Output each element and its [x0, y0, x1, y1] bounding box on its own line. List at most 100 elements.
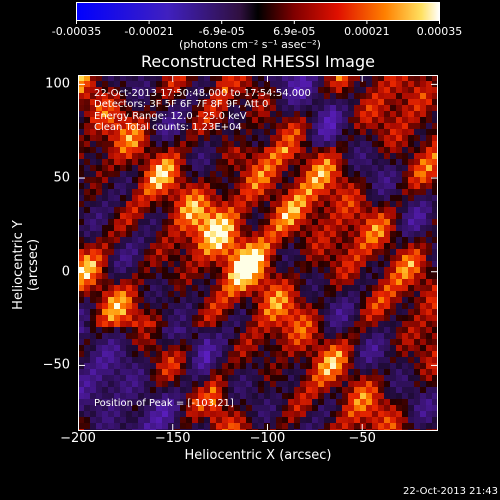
- heatmap-cell: [432, 111, 438, 117]
- heatmap-cell: [210, 381, 216, 387]
- heatmap-cell: [228, 363, 234, 369]
- heatmap-cell: [90, 165, 96, 171]
- heatmap-cell: [222, 183, 228, 189]
- heatmap-cell: [378, 81, 384, 87]
- heatmap-cell: [366, 309, 372, 315]
- heatmap-cell: [288, 225, 294, 231]
- heatmap-cell: [300, 387, 306, 393]
- heatmap-cell: [174, 297, 180, 303]
- heatmap-cell: [192, 171, 198, 177]
- heatmap-cell: [102, 375, 108, 381]
- heatmap-cell: [288, 381, 294, 387]
- heatmap-cell: [414, 81, 420, 87]
- heatmap-cell: [366, 219, 372, 225]
- heatmap-cell: [138, 231, 144, 237]
- heatmap-cell: [270, 411, 276, 417]
- heatmap-cell: [354, 291, 360, 297]
- heatmap-cell: [198, 381, 204, 387]
- heatmap-cell: [252, 291, 258, 297]
- heatmap-cell: [414, 381, 420, 387]
- heatmap-cell: [204, 201, 210, 207]
- heatmap-cell: [156, 201, 162, 207]
- heatmap-cell: [378, 123, 384, 129]
- heatmap-cell: [420, 279, 426, 285]
- heatmap-cell: [414, 261, 420, 267]
- heatmap-cell: [204, 255, 210, 261]
- heatmap-cell: [336, 201, 342, 207]
- heatmap-cell: [174, 99, 180, 105]
- heatmap-cell: [84, 321, 90, 327]
- heatmap-cell: [132, 159, 138, 165]
- heatmap-cell: [432, 345, 438, 351]
- heatmap-cell: [354, 153, 360, 159]
- heatmap-cell: [108, 315, 114, 321]
- heatmap-cell: [348, 351, 354, 357]
- heatmap-cell: [204, 117, 210, 123]
- heatmap-cell: [198, 129, 204, 135]
- heatmap-cell: [366, 243, 372, 249]
- heatmap-cell: [138, 117, 144, 123]
- heatmap-cell: [102, 315, 108, 321]
- heatmap-cell: [384, 165, 390, 171]
- heatmap-cell: [108, 399, 114, 405]
- heatmap-cell: [264, 393, 270, 399]
- heatmap-cell: [186, 183, 192, 189]
- heatmap-cell: [216, 321, 222, 327]
- heatmap-cell: [204, 99, 210, 105]
- heatmap-cell: [264, 303, 270, 309]
- heatmap-cell: [126, 255, 132, 261]
- heatmap-cell: [360, 321, 366, 327]
- heatmap-cell: [378, 315, 384, 321]
- heatmap-cell: [360, 141, 366, 147]
- heatmap-cell: [324, 183, 330, 189]
- heatmap-cell: [156, 267, 162, 273]
- heatmap-cell: [354, 381, 360, 387]
- colorbar-tick-label: 0.00035: [416, 25, 463, 38]
- heatmap-cell: [198, 417, 204, 423]
- heatmap-cell: [396, 219, 402, 225]
- heatmap-cell: [312, 135, 318, 141]
- heatmap-cell: [312, 345, 318, 351]
- heatmap-cell: [96, 351, 102, 357]
- heatmap-cell: [384, 177, 390, 183]
- heatmap-cell: [246, 267, 252, 273]
- heatmap-cell: [210, 225, 216, 231]
- heatmap-cell: [222, 189, 228, 195]
- heatmap-cell: [144, 339, 150, 345]
- heatmap-cell: [294, 243, 300, 249]
- heatmap-cell: [312, 243, 318, 249]
- heatmap-cell: [258, 369, 264, 375]
- heatmap-cell: [366, 255, 372, 261]
- heatmap-cell: [138, 363, 144, 369]
- heatmap-cell: [126, 399, 132, 405]
- x-tick-label: −50: [348, 431, 376, 446]
- heatmap-cell: [306, 285, 312, 291]
- heatmap-cell: [354, 399, 360, 405]
- heatmap-cell: [156, 141, 162, 147]
- heatmap-cell: [150, 285, 156, 291]
- heatmap-cell: [144, 171, 150, 177]
- heatmap-cell: [294, 81, 300, 87]
- heatmap-cell: [348, 357, 354, 363]
- heatmap-cell: [318, 135, 324, 141]
- heatmap-cell: [426, 135, 432, 141]
- heatmap-cell: [282, 417, 288, 423]
- heatmap-cell: [192, 291, 198, 297]
- heatmap-cell: [258, 183, 264, 189]
- heatmap-cell: [246, 243, 252, 249]
- heatmap-cell: [252, 147, 258, 153]
- heatmap-cell: [90, 87, 96, 93]
- heatmap-cell: [174, 183, 180, 189]
- heatmap-cell: [144, 267, 150, 273]
- heatmap-cell: [306, 291, 312, 297]
- heatmap-cell: [156, 315, 162, 321]
- heatmap-cell: [324, 249, 330, 255]
- heatmap-cell: [354, 117, 360, 123]
- heatmap-cell: [300, 267, 306, 273]
- heatmap-cell: [408, 357, 414, 363]
- heatmap-cell: [366, 153, 372, 159]
- heatmap-cell: [282, 189, 288, 195]
- heatmap-cell: [372, 321, 378, 327]
- heatmap-cell: [318, 405, 324, 411]
- heatmap-cell: [318, 183, 324, 189]
